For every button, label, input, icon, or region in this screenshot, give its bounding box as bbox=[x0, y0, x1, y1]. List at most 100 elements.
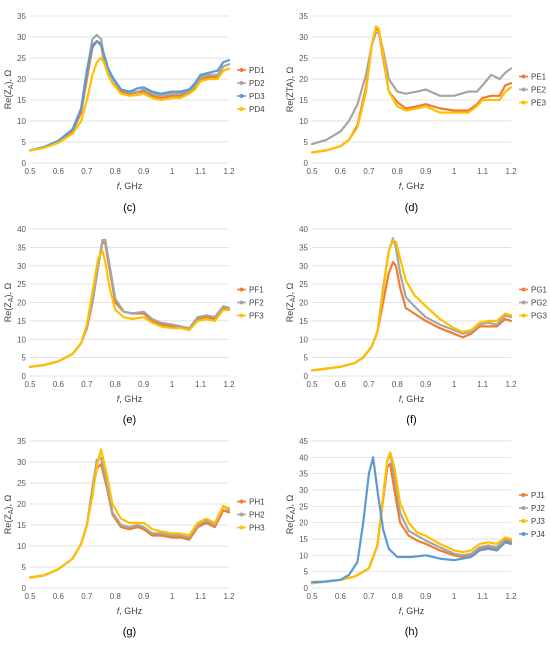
x-tick-label: 1.1 bbox=[195, 592, 207, 601]
series-line-PH2 bbox=[28, 456, 231, 579]
legend-item-PD3: PD3 bbox=[237, 92, 265, 101]
legend-marker bbox=[239, 94, 244, 98]
legend-label: PH3 bbox=[249, 524, 265, 533]
x-tick-label: 0.8 bbox=[392, 380, 404, 389]
x-tick-label: 0.9 bbox=[138, 380, 150, 389]
x-tick-label: 0.6 bbox=[335, 380, 347, 389]
series-line-PF2 bbox=[28, 238, 231, 368]
series-line-PE3 bbox=[310, 25, 513, 154]
x-tick-label: 0.8 bbox=[110, 167, 122, 176]
legend-label: PD1 bbox=[249, 66, 265, 75]
series-line-PH3 bbox=[28, 448, 231, 579]
x-tick-label: 1 bbox=[452, 167, 457, 176]
x-tick-label: 0.9 bbox=[138, 167, 150, 176]
series-line-PG1 bbox=[310, 261, 513, 372]
x-tick-label: 0.9 bbox=[420, 592, 432, 601]
y-tick-label: 20 bbox=[17, 75, 26, 84]
y-tick-label: 10 bbox=[17, 117, 26, 126]
y-tick-label: 25 bbox=[17, 280, 26, 289]
x-tick-label: 0.7 bbox=[81, 167, 93, 176]
panel-caption: (d) bbox=[405, 202, 418, 214]
y-tick-label: 30 bbox=[299, 33, 308, 42]
y-tick-label: 40 bbox=[299, 225, 308, 234]
series-line-PF1 bbox=[28, 240, 231, 368]
chart-panel-d: 0 5 10 15 20 25 30 35 0.5 0.6 0.7 0.8 0.9 1 1.1 1.2 f, G… bbox=[285, 12, 547, 214]
x-tick-label: 0.7 bbox=[363, 167, 375, 176]
y-tick-label: 10 bbox=[17, 335, 26, 344]
x-axis-label: f, GHz bbox=[117, 394, 143, 404]
legend-item-PJ2: PJ2 bbox=[519, 504, 545, 513]
chart-panel-e: 0 5 10 15 20 25 30 35 40 0.5 0.6 0.7 0.8 0.9 1 1.1 1.2 f,… bbox=[3, 225, 264, 426]
y-tick-label: 35 bbox=[17, 243, 26, 252]
x-tick-label: 0.9 bbox=[420, 380, 432, 389]
legend-item-PE2: PE2 bbox=[519, 86, 547, 95]
legend-item-PE3: PE3 bbox=[519, 99, 547, 108]
legend-label: PE1 bbox=[531, 73, 547, 82]
y-tick-label: 10 bbox=[299, 551, 308, 560]
y-tick-label: 0 bbox=[22, 372, 27, 381]
x-tick-label: 1.2 bbox=[223, 167, 235, 176]
legend-marker bbox=[521, 74, 526, 79]
y-axis-label: Re(ZA), Ω bbox=[3, 70, 15, 110]
legend-item-PJ4: PJ4 bbox=[519, 530, 545, 539]
y-tick-label: 30 bbox=[17, 262, 26, 271]
legend-label: PG2 bbox=[531, 299, 548, 308]
y-axis-label: Re(ZA), Ω bbox=[3, 495, 15, 535]
y-tick-label: 25 bbox=[299, 54, 308, 63]
legend-marker bbox=[239, 499, 244, 504]
y-tick-label: 35 bbox=[299, 243, 308, 252]
y-tick-label: 5 bbox=[22, 138, 27, 147]
legend-label: PH1 bbox=[249, 498, 265, 507]
y-tick-label: 15 bbox=[299, 96, 308, 105]
legend-marker bbox=[239, 313, 244, 318]
legend-item-PH3: PH3 bbox=[237, 524, 265, 533]
legend-item-PH1: PH1 bbox=[237, 498, 265, 507]
legend-marker bbox=[521, 100, 526, 105]
legend-item-PD1: PD1 bbox=[237, 66, 265, 75]
x-tick-label: 1 bbox=[170, 380, 175, 389]
y-tick-label: 30 bbox=[299, 262, 308, 271]
x-tick-label: 0.7 bbox=[81, 380, 93, 389]
y-tick-label: 25 bbox=[299, 280, 308, 289]
x-axis-label: f, GHz bbox=[117, 181, 143, 191]
y-tick-label: 45 bbox=[299, 437, 308, 446]
y-tick-label: 15 bbox=[299, 317, 308, 326]
legend-marker bbox=[521, 87, 526, 92]
series-line-PD4 bbox=[28, 56, 231, 152]
legend-label: PF3 bbox=[249, 312, 264, 321]
legend-marker bbox=[239, 107, 244, 111]
panel-caption: (h) bbox=[405, 626, 418, 638]
legend-marker bbox=[239, 287, 244, 292]
legend-label: PG3 bbox=[531, 312, 548, 321]
y-tick-label: 35 bbox=[17, 12, 26, 21]
y-tick-label: 25 bbox=[17, 479, 26, 488]
y-tick-label: 40 bbox=[17, 225, 26, 234]
x-tick-label: 0.5 bbox=[306, 592, 318, 601]
y-tick-label: 5 bbox=[304, 354, 309, 363]
legend-item-PG3: PG3 bbox=[519, 312, 548, 321]
legend-marker bbox=[521, 519, 526, 523]
x-tick-label: 0.7 bbox=[363, 592, 375, 601]
series-line-PJ4 bbox=[310, 456, 513, 584]
legend-item-PD2: PD2 bbox=[237, 79, 265, 88]
y-tick-label: 20 bbox=[299, 519, 308, 528]
legend-label: PD4 bbox=[249, 105, 265, 114]
legend-item-PH2: PH2 bbox=[237, 511, 265, 520]
legend-label: PG1 bbox=[531, 286, 548, 295]
x-tick-label: 1.1 bbox=[477, 380, 489, 389]
legend-marker bbox=[239, 68, 244, 72]
x-tick-label: 1 bbox=[452, 592, 457, 601]
y-tick-label: 15 bbox=[299, 535, 308, 544]
x-tick-label: 0.5 bbox=[24, 380, 36, 389]
x-tick-label: 1.2 bbox=[223, 592, 235, 601]
y-tick-label: 15 bbox=[17, 521, 26, 530]
y-tick-label: 40 bbox=[299, 453, 308, 462]
x-axis-label: f, GHz bbox=[117, 606, 143, 616]
panel-caption: (f) bbox=[406, 414, 416, 426]
legend-item-PE1: PE1 bbox=[519, 73, 547, 82]
legend-label: PJ4 bbox=[531, 530, 545, 539]
x-tick-label: 1 bbox=[170, 167, 175, 176]
legend-marker bbox=[521, 313, 526, 318]
x-tick-label: 0.8 bbox=[110, 380, 122, 389]
y-tick-label: 0 bbox=[304, 372, 309, 381]
